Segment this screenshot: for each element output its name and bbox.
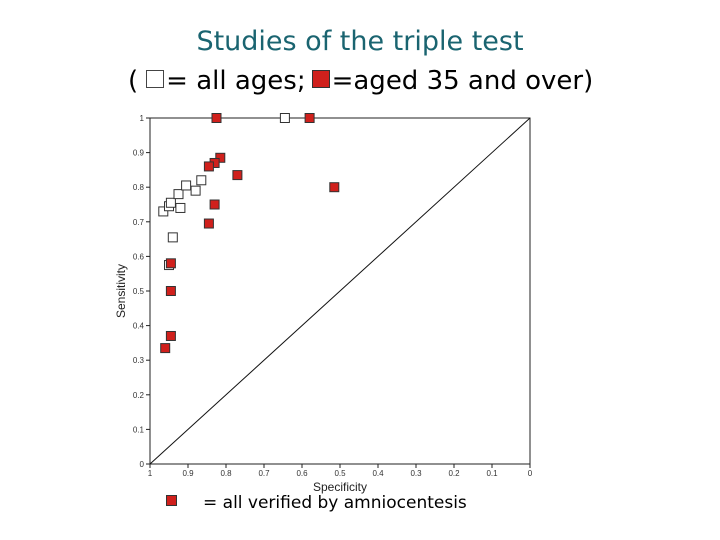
x-tick-label: 0.8 bbox=[220, 469, 232, 478]
footnote-marker bbox=[166, 495, 177, 506]
data-point-aged-35 bbox=[232, 170, 243, 181]
x-tick-label: 0.4 bbox=[372, 469, 384, 478]
data-point-aged-35 bbox=[165, 286, 176, 296]
subtitle-open-paren: ( bbox=[128, 66, 139, 96]
y-tick-label: 0.8 bbox=[133, 183, 145, 192]
chart-title: Studies of the triple test bbox=[196, 26, 524, 57]
all-ages-legend-marker bbox=[146, 70, 165, 88]
x-tick-label: 0.2 bbox=[448, 469, 460, 478]
y-tick-label: 0.5 bbox=[133, 287, 145, 296]
data-point-all-ages bbox=[190, 185, 201, 196]
data-point-aged-35 bbox=[215, 152, 226, 163]
y-tick-label: 0.2 bbox=[133, 391, 145, 400]
data-point-all-ages bbox=[173, 189, 184, 200]
x-tick-label: 0 bbox=[528, 469, 533, 478]
y-tick-label: 0.9 bbox=[133, 149, 145, 158]
aged-35-legend-marker bbox=[311, 70, 330, 88]
data-point-all-ages bbox=[196, 175, 207, 186]
y-tick-label: 0.4 bbox=[133, 322, 145, 331]
data-point-all-ages bbox=[181, 180, 192, 191]
data-point-aged-35 bbox=[165, 330, 176, 341]
data-point-aged-35 bbox=[211, 113, 222, 123]
data-point-aged-35 bbox=[203, 218, 214, 229]
data-point-all-ages bbox=[167, 232, 178, 243]
data-point-all-ages bbox=[175, 202, 186, 213]
footnote: = all verified by amniocentesis bbox=[166, 493, 467, 513]
x-axis-label: Specificity bbox=[313, 480, 367, 494]
data-point-aged-35 bbox=[165, 258, 176, 269]
footnote-text: = all verified by amniocentesis bbox=[203, 493, 467, 513]
x-tick-label: 0.1 bbox=[486, 469, 498, 478]
x-tick-label: 0.9 bbox=[182, 469, 194, 478]
data-point-all-ages bbox=[158, 206, 169, 217]
data-point-aged-35 bbox=[329, 182, 340, 193]
y-tick-label: 0 bbox=[140, 460, 145, 469]
x-tick-label: 0.5 bbox=[334, 469, 346, 478]
aged-35-legend-label: =aged 35 and over) bbox=[331, 66, 594, 96]
data-point-aged-35 bbox=[304, 113, 315, 123]
x-tick-label: 0.7 bbox=[258, 469, 270, 478]
y-tick-label: 0.1 bbox=[133, 425, 145, 434]
reference-diagonal bbox=[149, 117, 531, 465]
x-tick-label: 0.3 bbox=[410, 469, 422, 478]
y-tick-label: 1 bbox=[140, 114, 145, 123]
y-axis-label: Sensitivity bbox=[114, 264, 128, 318]
chart-subtitle: ( = all ages; =aged 35 and over) bbox=[128, 66, 593, 96]
data-point-aged-35 bbox=[160, 343, 171, 354]
y-tick-label: 0.6 bbox=[133, 252, 145, 261]
data-point-aged-35 bbox=[209, 199, 220, 210]
data-point-all-ages bbox=[165, 197, 176, 208]
y-tick-label: 0.7 bbox=[133, 218, 145, 227]
x-tick-label: 0.6 bbox=[296, 469, 308, 478]
y-tick-label: 0.3 bbox=[133, 356, 145, 365]
data-point-aged-35 bbox=[203, 161, 214, 172]
x-tick-label: 1 bbox=[148, 469, 153, 478]
all-ages-legend-label: = all ages; bbox=[166, 66, 306, 96]
data-point-all-ages bbox=[279, 113, 290, 123]
